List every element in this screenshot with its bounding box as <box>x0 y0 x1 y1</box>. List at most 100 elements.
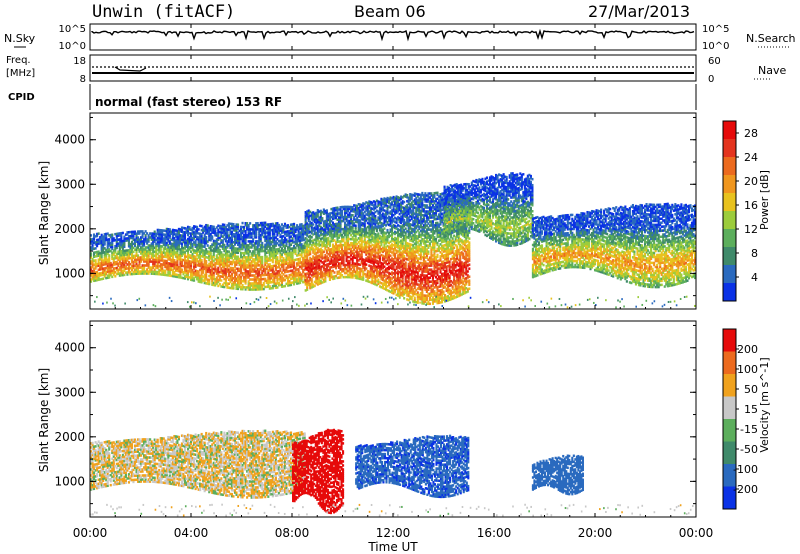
heatmap-cell <box>239 229 243 233</box>
heatmap-cell <box>143 270 146 273</box>
heatmap-cell <box>374 281 377 284</box>
heatmap-cell <box>212 227 215 231</box>
heatmap-cell <box>353 244 356 247</box>
heatmap-cell <box>132 250 135 254</box>
heatmap-cell <box>202 269 205 272</box>
heatmap-cell <box>368 258 371 261</box>
heatmap-cell <box>250 264 253 267</box>
heatmap-cell <box>280 275 284 278</box>
heatmap-cell <box>121 253 124 257</box>
heatmap-cell <box>356 220 359 224</box>
heatmap-cell <box>331 259 335 263</box>
heatmap-cell <box>365 235 368 238</box>
heatmap-cell <box>262 223 265 227</box>
heatmap-cell <box>118 268 121 271</box>
heatmap-cell <box>347 265 350 269</box>
heatmap-cell <box>135 246 138 249</box>
heatmap-cell <box>120 258 123 261</box>
heatmap-cell <box>199 258 202 262</box>
heatmap-cell <box>102 277 105 280</box>
heatmap-cell <box>224 225 227 229</box>
heatmap-cell <box>236 223 240 226</box>
heatmap-cell <box>334 232 338 236</box>
heatmap-cell <box>333 231 336 234</box>
heatmap-cell <box>156 242 159 246</box>
heatmap-cell <box>170 266 173 270</box>
heatmap-cell <box>233 253 237 256</box>
heatmap-cell <box>118 246 121 249</box>
heatmap-cell <box>174 243 177 246</box>
heatmap-cell <box>171 236 174 240</box>
heatmap-cell <box>289 265 293 269</box>
heatmap-cell <box>302 228 305 232</box>
heatmap-cell <box>359 237 362 240</box>
heatmap-cell <box>202 275 205 278</box>
heatmap-cell <box>283 238 287 242</box>
heatmap-cell <box>218 252 221 256</box>
heatmap-cell <box>279 251 282 255</box>
heatmap-cell <box>369 218 372 222</box>
heatmap-cell <box>159 247 162 250</box>
heatmap-cell <box>334 264 338 268</box>
heatmap-cell <box>267 229 270 232</box>
heatmap-cell <box>372 226 375 229</box>
heatmap-cell <box>224 227 227 231</box>
heatmap-cell <box>141 232 144 235</box>
heatmap-cell <box>164 253 167 257</box>
heatmap-cell <box>199 260 202 264</box>
heatmap-cell <box>168 252 171 255</box>
heatmap-cell <box>111 271 114 275</box>
heatmap-cell <box>344 253 347 257</box>
heatmap-cell <box>293 226 296 230</box>
heatmap-cell <box>203 265 206 269</box>
heatmap-cell <box>109 271 112 275</box>
heatmap-cell <box>279 245 282 249</box>
heatmap-cell <box>362 212 365 215</box>
heatmap-cell <box>202 229 205 232</box>
heatmap-cell <box>345 231 348 235</box>
heatmap-cell <box>179 250 182 253</box>
heatmap-cell <box>369 226 372 230</box>
heatmap-cell <box>271 256 274 260</box>
heatmap-cell <box>211 261 214 264</box>
heatmap-cell <box>313 216 316 219</box>
heatmap-cell <box>141 264 144 267</box>
heatmap-cell <box>191 244 194 248</box>
heatmap-cell <box>250 242 253 245</box>
heatmap-cell <box>274 266 277 269</box>
heatmap-cell <box>316 221 319 224</box>
heatmap-cell <box>229 246 232 250</box>
heatmap-cell <box>304 273 307 276</box>
heatmap-cell <box>179 266 182 269</box>
heatmap-cell <box>344 227 347 231</box>
heatmap-cell <box>230 286 234 290</box>
heatmap-cell <box>209 255 212 258</box>
heatmap-cell <box>375 227 378 231</box>
heatmap-cell <box>120 239 123 243</box>
heatmap-cell <box>369 202 372 206</box>
heatmap-cell <box>199 254 202 258</box>
heatmap-cell <box>270 252 273 256</box>
heatmap-cell <box>112 267 115 270</box>
heatmap-cell <box>282 229 285 232</box>
heatmap-cell <box>264 271 267 275</box>
heatmap-cell <box>199 264 202 268</box>
heatmap-cell <box>342 263 345 267</box>
heatmap-cell <box>348 273 351 277</box>
heatmap-cell <box>362 250 365 253</box>
heatmap-cell <box>170 252 173 256</box>
heatmap-cell <box>247 284 250 287</box>
heatmap-cell <box>130 230 134 234</box>
heatmap-cell <box>288 237 291 241</box>
heatmap-cell <box>288 269 291 273</box>
noise-right-tick-bottom: 10^0 <box>702 41 729 52</box>
heatmap-cell <box>93 277 96 281</box>
heatmap-cell <box>247 230 250 233</box>
heatmap-cell <box>316 239 319 242</box>
heatmap-cell <box>380 265 383 269</box>
heatmap-cell <box>315 223 318 227</box>
heatmap-cell <box>342 227 345 231</box>
heatmap-cell <box>186 233 190 237</box>
heatmap-cell <box>94 267 97 270</box>
heatmap-cell <box>336 210 339 213</box>
